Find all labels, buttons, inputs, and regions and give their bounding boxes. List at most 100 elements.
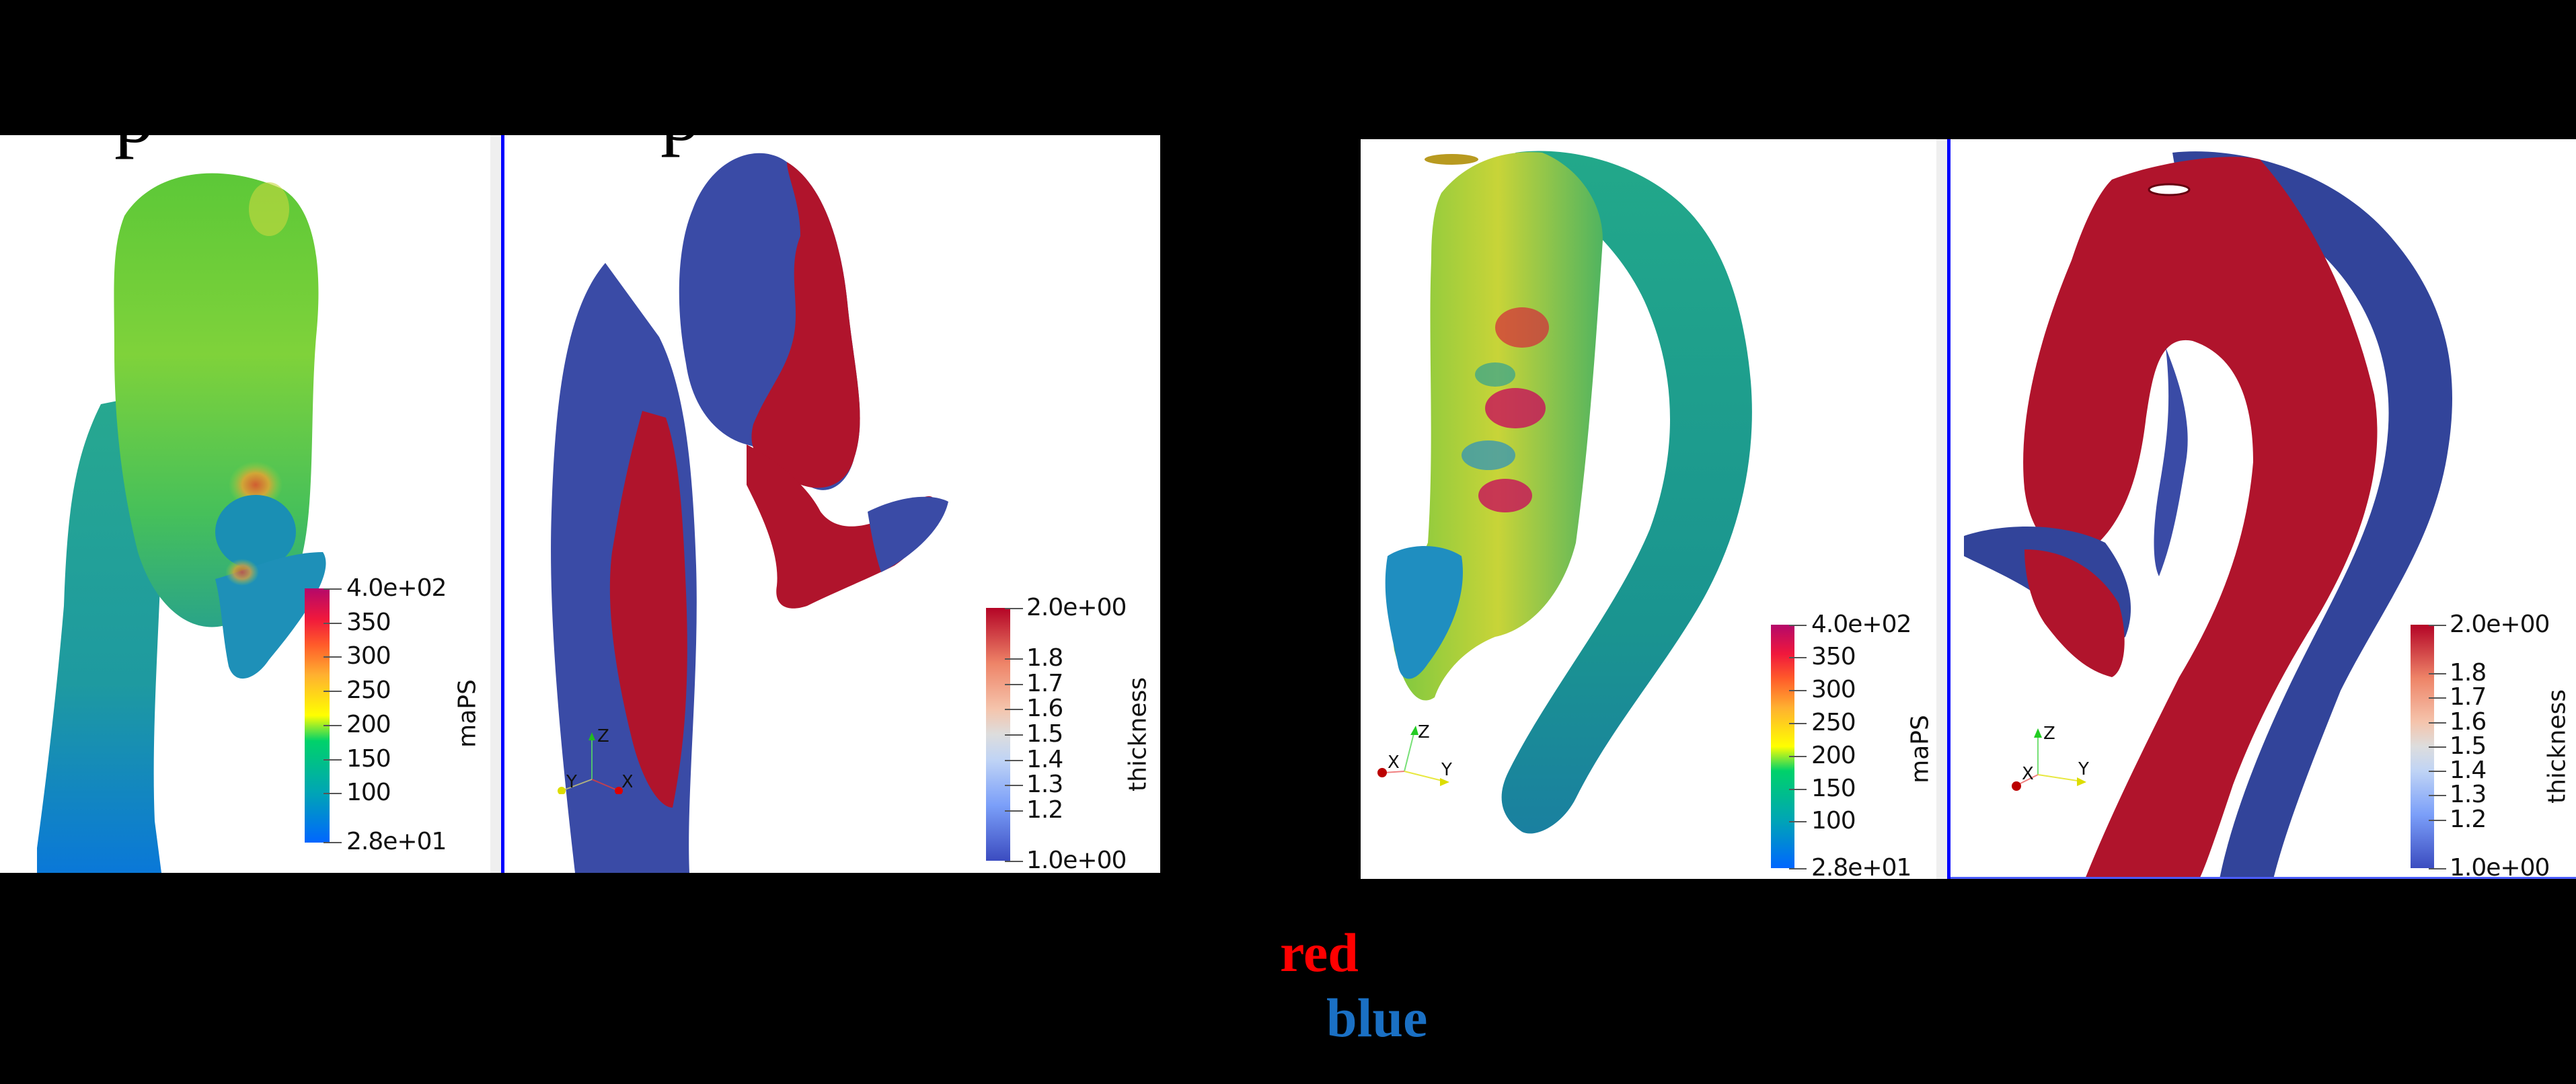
aorta-maps-render — [37, 173, 326, 873]
colorbar-title: maPS — [453, 679, 482, 748]
tick — [324, 842, 342, 843]
z-axis-label: Z — [1418, 722, 1430, 742]
caption-blue-word: blue — [1326, 987, 1428, 1048]
colorbar-label: 1.6 — [2450, 708, 2487, 736]
tick — [1789, 657, 1807, 658]
maps-colorbar-gradient — [1771, 625, 1794, 868]
colorbar-title: maPS — [1906, 715, 1934, 783]
z-axis-label: Z — [597, 726, 609, 746]
left-maps-panel: 4.0e+02 350 300 250 200 150 100 2.8e+01 … — [0, 135, 490, 873]
thickness-colorbar: 2.0e+00 1.8 1.7 1.6 1.5 1.4 1.3 1.2 1.0e… — [986, 596, 1154, 873]
tick — [1789, 868, 1807, 869]
tick — [1005, 709, 1023, 710]
panel-divider — [501, 135, 504, 873]
x-axis-label: X — [621, 772, 632, 792]
tick — [2429, 795, 2446, 796]
tick — [1005, 785, 1023, 786]
tick — [1005, 861, 1023, 862]
colorbar-label: 1.3 — [2450, 781, 2487, 808]
colorbar-label: 2.0e+00 — [1026, 594, 1127, 621]
tick — [2429, 673, 2446, 674]
colorbar-label: 100 — [346, 779, 391, 806]
colorbar-label: 1.2 — [2450, 806, 2487, 833]
right-maps-panel: Z X Y 4.0e+02 350 300 250 200 150 100 2.… — [1361, 139, 1936, 879]
colorbar-label: 200 — [1811, 742, 1856, 769]
tick — [1005, 734, 1023, 736]
colorbar-label: 1.5 — [2450, 732, 2487, 760]
tick — [324, 623, 342, 624]
colorbar-label: 250 — [346, 676, 391, 704]
colorbar-label: 1.5 — [1026, 720, 1063, 748]
tick — [2429, 820, 2446, 821]
colorbar-label: 1.3 — [1026, 771, 1063, 798]
tick — [324, 793, 342, 794]
axes-orientation-triad: Z X Y — [1377, 722, 1452, 786]
colorbar-label: 300 — [346, 642, 391, 670]
tick — [1789, 821, 1807, 822]
caption-red-word: red — [1280, 922, 1359, 983]
tick — [2429, 771, 2446, 772]
z-axis-label: Z — [2043, 724, 2055, 744]
y-axis-label: Y — [1441, 760, 1452, 780]
tick — [324, 691, 342, 692]
colorbar-label: 4.0e+02 — [1811, 611, 1911, 638]
left-figure: 4.0e+02 350 300 250 200 150 100 2.8e+01 … — [0, 135, 1160, 873]
colorbar-label: 100 — [1811, 807, 1856, 835]
y-axis-label: Y — [566, 772, 577, 792]
colorbar-label: 1.8 — [1026, 644, 1063, 672]
maps-colorbar: 4.0e+02 350 300 250 200 150 100 2.8e+01 … — [305, 576, 482, 854]
y-axis-label: Y — [2078, 759, 2089, 779]
aorta-maps-render — [1385, 151, 1752, 834]
tick — [1789, 756, 1807, 757]
colorbar-title: thickness — [2543, 689, 2571, 804]
colorbar-label: 1.0e+00 — [2450, 854, 2550, 879]
colorbar-label: 300 — [1811, 676, 1856, 703]
colorbar-label: 2.8e+01 — [346, 828, 447, 855]
colorbar-label: 1.6 — [1026, 695, 1063, 722]
tick — [2429, 746, 2446, 748]
colorbar-label: 1.7 — [2450, 683, 2487, 711]
aorta-thickness-render — [1964, 151, 2452, 877]
tick — [1789, 625, 1807, 626]
maps-colorbar-gradient — [305, 588, 330, 843]
tick — [1005, 608, 1023, 609]
tick — [2429, 868, 2446, 869]
colorbar-label: 150 — [346, 745, 391, 773]
colorbar-label: 1.4 — [1026, 746, 1063, 773]
colorbar-label: 4.0e+02 — [346, 574, 447, 602]
colorbar-label: 2.0e+00 — [2450, 611, 2550, 638]
left-thickness-panel: Z X Y 2.0e+00 1.8 1.7 1.6 1.5 1.4 1.3 1.… — [504, 135, 1160, 873]
axes-orientation-triad: Z X Y — [558, 726, 632, 794]
panel-gutter — [1936, 139, 1947, 879]
colorbar-title: thickness — [1124, 676, 1152, 792]
aorta-thickness-render — [551, 153, 948, 873]
tick — [1789, 690, 1807, 691]
tick — [1789, 723, 1807, 724]
maps-colorbar: 4.0e+02 350 300 250 200 150 100 2.8e+01 … — [1771, 613, 1934, 879]
tick — [1005, 684, 1023, 685]
colorbar-label: 1.7 — [1026, 670, 1063, 697]
colorbar-label: 1.4 — [2450, 757, 2487, 784]
colorbar-label: 200 — [346, 711, 391, 738]
panel-divider — [1947, 139, 1950, 879]
tick — [2429, 697, 2446, 699]
tick — [2429, 625, 2446, 626]
colorbar-label: 2.8e+01 — [1811, 854, 1911, 880]
tick — [1005, 810, 1023, 812]
right-thickness-panel: Z X Y 2.0e+00 1.8 1.7 1.6 1.5 1.4 1.3 1.… — [1950, 139, 2576, 879]
colorbar-label: 350 — [346, 609, 391, 636]
cut-label-glyph: p — [114, 135, 155, 155]
x-axis-label: X — [2022, 764, 2034, 784]
tick — [1005, 760, 1023, 761]
tick — [1789, 789, 1807, 790]
tick — [324, 759, 342, 761]
tick — [324, 656, 342, 658]
colorbar-label: 1.2 — [1026, 796, 1063, 824]
right-figure: Z X Y 4.0e+02 350 300 250 200 150 100 2.… — [1361, 139, 2576, 879]
colorbar-label: 150 — [1811, 775, 1856, 802]
tick — [2429, 722, 2446, 724]
colorbar-label: 1.8 — [2450, 659, 2487, 687]
x-axis-label: X — [1388, 752, 1400, 773]
cut-label-glyph: p — [660, 135, 701, 153]
colorbar-label: 250 — [1811, 709, 1856, 736]
